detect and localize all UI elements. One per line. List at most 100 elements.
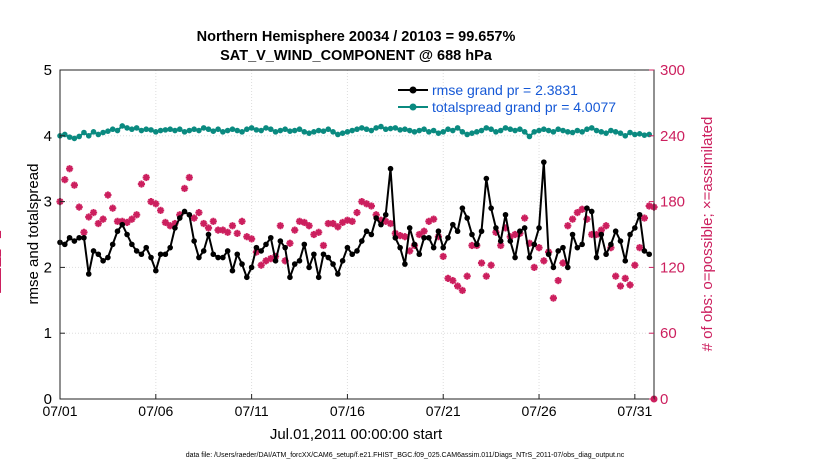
rmse-point bbox=[119, 221, 126, 228]
totalspread-point bbox=[622, 133, 629, 139]
rmse-point bbox=[81, 234, 87, 241]
totalspread-point bbox=[416, 127, 423, 134]
y-left-tick-label: 3 bbox=[44, 194, 52, 211]
rmse-series bbox=[57, 159, 653, 281]
totalspread-point bbox=[301, 129, 308, 135]
totalspread-point bbox=[306, 130, 312, 136]
obs-count-marker bbox=[276, 222, 284, 230]
rmse-point bbox=[61, 241, 68, 248]
rmse-point bbox=[531, 241, 538, 248]
totalspread-point bbox=[105, 128, 111, 134]
y-left-tick-label: 2 bbox=[44, 259, 52, 276]
rmse-point bbox=[114, 228, 121, 235]
rmse-point bbox=[133, 248, 140, 254]
rmse-point bbox=[311, 251, 317, 258]
x-tick-label: 07/06 bbox=[138, 403, 173, 419]
obs-count-marker bbox=[530, 263, 538, 271]
totalspread-point bbox=[378, 123, 384, 130]
totalspread-point bbox=[483, 125, 490, 131]
obs-count-marker bbox=[156, 206, 165, 214]
totalspread-series bbox=[57, 123, 653, 142]
totalspread-point bbox=[541, 126, 547, 133]
obs-count-marker bbox=[439, 252, 447, 261]
obs-count-marker bbox=[113, 217, 122, 225]
rmse-point bbox=[488, 205, 494, 211]
rmse-point bbox=[129, 241, 135, 248]
totalspread-point bbox=[81, 129, 87, 136]
totalspread-point bbox=[397, 127, 403, 133]
obs-count-marker bbox=[401, 233, 409, 241]
totalspread-point bbox=[258, 127, 264, 134]
obs-count-marker bbox=[70, 181, 78, 189]
rmse-point bbox=[387, 165, 394, 172]
rmse-point bbox=[239, 261, 245, 267]
rmse-point bbox=[291, 261, 298, 267]
rmse-point bbox=[459, 205, 466, 211]
rmse-point bbox=[632, 225, 638, 231]
obs-count-marker bbox=[286, 239, 294, 247]
rmse-point bbox=[612, 228, 619, 235]
rmse-point bbox=[224, 248, 231, 254]
rmse-point bbox=[617, 238, 624, 244]
totalspread-point bbox=[473, 129, 480, 135]
totalspread-point bbox=[234, 127, 241, 134]
totalspread-point bbox=[440, 129, 447, 135]
rmse-point bbox=[517, 228, 523, 235]
rmse-point bbox=[584, 205, 590, 211]
rmse-point bbox=[95, 251, 102, 258]
obs-count-marker bbox=[89, 208, 98, 217]
totalspread-point bbox=[402, 126, 408, 133]
rmse-point bbox=[325, 254, 332, 261]
totalspread-point bbox=[411, 129, 418, 135]
rmse-point bbox=[105, 254, 111, 261]
totalspread-point bbox=[406, 127, 413, 134]
rmse-point bbox=[258, 248, 264, 254]
totalspread-point bbox=[143, 126, 150, 133]
chart-title-line2: SAT_V_WIND_COMPONENT @ 688 hPa bbox=[220, 48, 493, 64]
rmse-point bbox=[450, 221, 456, 228]
totalspread-point bbox=[445, 126, 451, 133]
totalspread-point bbox=[124, 125, 130, 131]
totalspread-point bbox=[579, 129, 585, 135]
rmse-point bbox=[85, 271, 92, 277]
totalspread-point bbox=[421, 126, 427, 133]
obs-count-marker bbox=[353, 208, 361, 217]
rmse-point bbox=[536, 225, 542, 231]
totalspread-point bbox=[588, 125, 595, 131]
rmse-point bbox=[579, 241, 585, 248]
rmse-point bbox=[382, 211, 389, 218]
totalspread-point bbox=[100, 129, 106, 136]
obs-count-marker bbox=[319, 241, 328, 250]
rmse-point bbox=[588, 208, 595, 215]
rmse-point bbox=[148, 254, 154, 261]
totalspread-point bbox=[176, 126, 183, 133]
totalspread-point bbox=[608, 127, 614, 134]
obs-count-marker bbox=[94, 219, 102, 228]
obs-count-marker bbox=[123, 218, 131, 227]
totalspread-point bbox=[493, 129, 499, 135]
rmse-point bbox=[138, 251, 145, 258]
rmse-point bbox=[397, 244, 403, 251]
obs-count-marker bbox=[477, 259, 486, 267]
obs-count-marker bbox=[497, 241, 505, 250]
totalspread-point bbox=[129, 126, 135, 133]
totalspread-point bbox=[220, 129, 226, 135]
totalspread-point bbox=[531, 129, 538, 135]
obs-count-marker bbox=[104, 191, 112, 199]
obs-count-marker bbox=[152, 200, 160, 208]
y-right-tick-label: 60 bbox=[660, 325, 677, 342]
rmse-point bbox=[368, 231, 375, 238]
totalspread-point bbox=[368, 127, 375, 134]
obs-count-marker bbox=[420, 227, 428, 235]
obs-count-marker bbox=[185, 173, 193, 182]
rmse-point bbox=[646, 251, 653, 258]
rmse-point bbox=[253, 244, 260, 251]
obs-count-marker bbox=[626, 281, 634, 289]
totalspread-point bbox=[387, 125, 394, 132]
totalspread-point bbox=[210, 128, 217, 134]
rmse-point bbox=[493, 225, 499, 231]
obs-count-marker bbox=[233, 229, 241, 238]
totalspread-point bbox=[574, 127, 581, 134]
rmse-point bbox=[315, 274, 322, 281]
totalspread-point bbox=[646, 131, 653, 138]
